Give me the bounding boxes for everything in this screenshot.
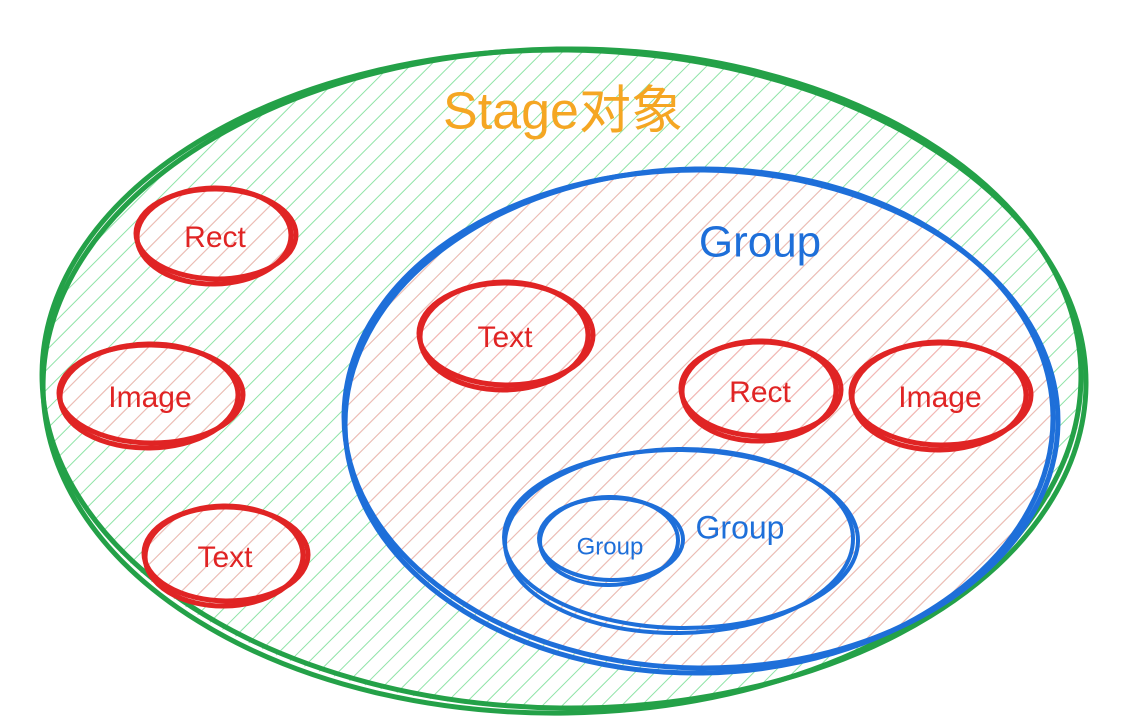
node-image-label: Image [108, 381, 191, 414]
group-innermost-label: Group [577, 533, 644, 560]
node-rect-label: Rect [184, 221, 246, 254]
node-rect2-label: Rect [729, 376, 791, 409]
stage-title: Stage对象 [443, 83, 683, 141]
group-inner-label: Group [696, 509, 785, 545]
stage-diagram: Stage对象 Group Rect Image Text Text Rect Image Gr… [0, 0, 1127, 725]
node-image2-label: Image [898, 381, 981, 414]
node-text-label: Text [197, 541, 253, 574]
group-outer-label: Group [699, 218, 821, 267]
node-text2-label: Text [477, 321, 533, 354]
